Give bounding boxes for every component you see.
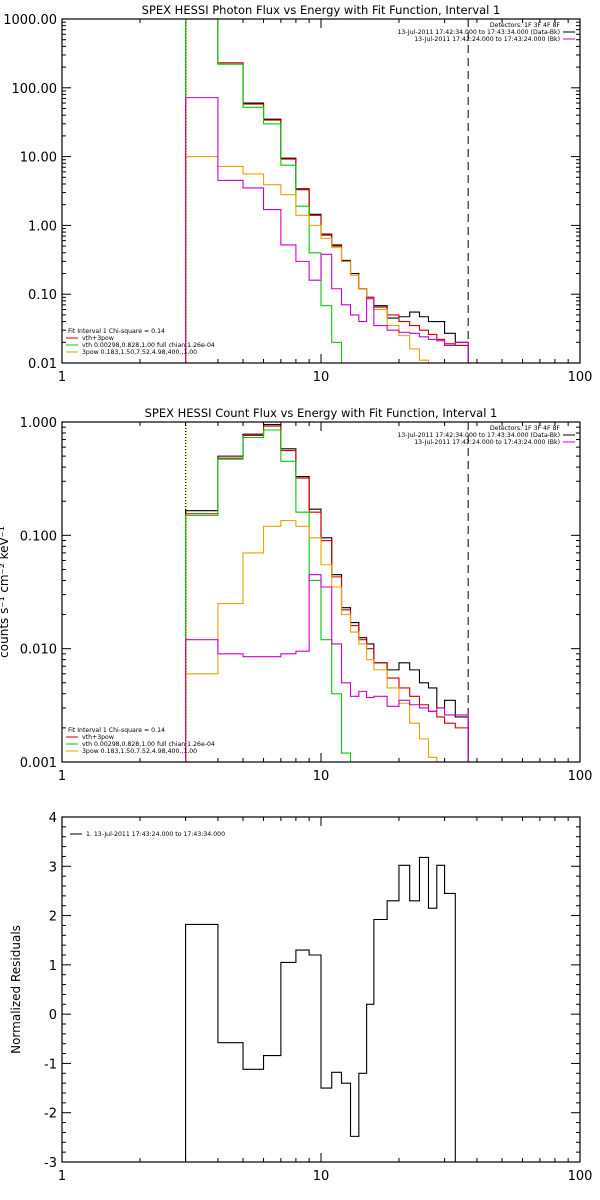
x-tick-label: 100: [568, 370, 593, 385]
count-flux-panel: SPEX HESSI Count Flux vs Energy with Fit…: [0, 406, 593, 784]
info-text: 13-Jul-2011 17:42:24.000 to 17:43:24.000…: [414, 439, 560, 446]
y-tick-label: 0.10: [28, 288, 57, 303]
fit-legend-text: 3pow 0.183,1.50,7.52,4.98,400.,1.00: [82, 748, 197, 755]
y-tick-label: -2: [44, 1107, 57, 1122]
photon-flux-panel: SPEX HESSI Photon Flux vs Energy with Fi…: [3, 3, 593, 385]
y-tick-label: 0.001: [20, 756, 57, 771]
x-tick-label: 1: [58, 769, 66, 784]
x-tick-label: 1: [58, 1169, 66, 1184]
y-tick-label: 0.100: [20, 529, 57, 544]
y-tick-label: 0.010: [20, 643, 57, 658]
info-text: 13-Jul-2011 17:42:24.000 to 17:43:24.000…: [414, 36, 560, 43]
plot-frame: [61, 18, 581, 364]
residuals-panel: Normalized Residuals 1 10 100 -3 -2 -1 0 1 2 3 4 1. …: [9, 811, 592, 1184]
y-tick-label: 2: [49, 910, 57, 925]
info-text: Detectors: 1F 3F 4F 8F: [490, 22, 561, 29]
series-line-vth: [185, 429, 469, 762]
y-tick-label: 1.00: [28, 219, 57, 234]
chart-title: SPEX HESSI Photon Flux vs Energy with Fi…: [142, 3, 501, 17]
series-line-3pow: [185, 520, 469, 762]
x-tick-label: 10: [313, 370, 330, 385]
y-tick-label: 4: [49, 811, 57, 826]
series-line-vth: [185, 19, 469, 363]
fit-legend-text: vth 0.00298,0.828,1.00 full chian 1.26e-…: [82, 342, 215, 349]
fit-legend-text: vth+3pow: [82, 734, 114, 741]
fit-legend-text: vth+3pow: [82, 335, 114, 342]
y-tick-label: 0.01: [28, 357, 57, 372]
series-line-bk: [185, 97, 469, 363]
y-tick-label: 1: [49, 959, 57, 974]
y-axis-label: Normalized Residuals: [9, 925, 23, 1054]
series-line-data-bk: [185, 19, 469, 363]
info-text: Detectors: 1F 3F 4F 8F: [490, 425, 561, 432]
series-group: [185, 423, 469, 762]
series-group: [185, 19, 469, 363]
y-axis-label: counts s⁻¹ cm⁻² keV⁻¹: [0, 526, 11, 658]
y-tick-label: 10.00: [20, 151, 57, 166]
series-line-3pow: [185, 156, 469, 363]
fit-legend-text: Fit Interval 1 Chi-square = 0.14: [68, 727, 165, 734]
plot-frame: [61, 816, 581, 1163]
y-tick-label: 1.000: [20, 416, 57, 431]
y-tick-label: -1: [44, 1057, 57, 1072]
info-text: 13-Jul-2011 17:42:34.000 to 17:43:34.000…: [397, 29, 560, 36]
y-tick-label: 0: [49, 1008, 57, 1023]
residual-legend-text: 1. 13-Jul-2011 17:43:24.000 to 17:43:34.…: [86, 831, 225, 838]
info-text: 13-Jul-2011 17:42:34.000 to 17:43:34.000…: [397, 432, 560, 439]
axis-ticks: [61, 421, 581, 763]
fit-legend-text: vth 0.00298,0.828,1.00 full chian 1.26e-…: [82, 741, 215, 748]
series-line-1-13-jul-2011-17-43-24-000-to-17-43-34-000: [185, 856, 469, 1162]
y-tick-label: 1000.00: [3, 13, 57, 28]
x-tick-label: 100: [568, 769, 593, 784]
series-line-bk: [185, 574, 469, 762]
series-group: [185, 856, 469, 1162]
x-tick-label: 10: [313, 1169, 330, 1184]
x-tick-label: 1: [58, 370, 66, 385]
x-tick-label: 100: [568, 1169, 593, 1184]
x-tick-label: 10: [313, 769, 330, 784]
fit-legend-text: Fit Interval 1 Chi-square = 0.14: [68, 328, 165, 335]
chart-title: SPEX HESSI Count Flux vs Energy with Fit…: [145, 406, 498, 420]
fit-legend-text: 3pow 0.183,1.50,7.52,4.98,400.,1.00: [82, 349, 197, 356]
plot-frame: [61, 421, 581, 763]
y-tick-label: 3: [49, 860, 57, 875]
y-tick-label: 100.00: [12, 82, 58, 97]
y-tick-label: -3: [44, 1156, 57, 1171]
